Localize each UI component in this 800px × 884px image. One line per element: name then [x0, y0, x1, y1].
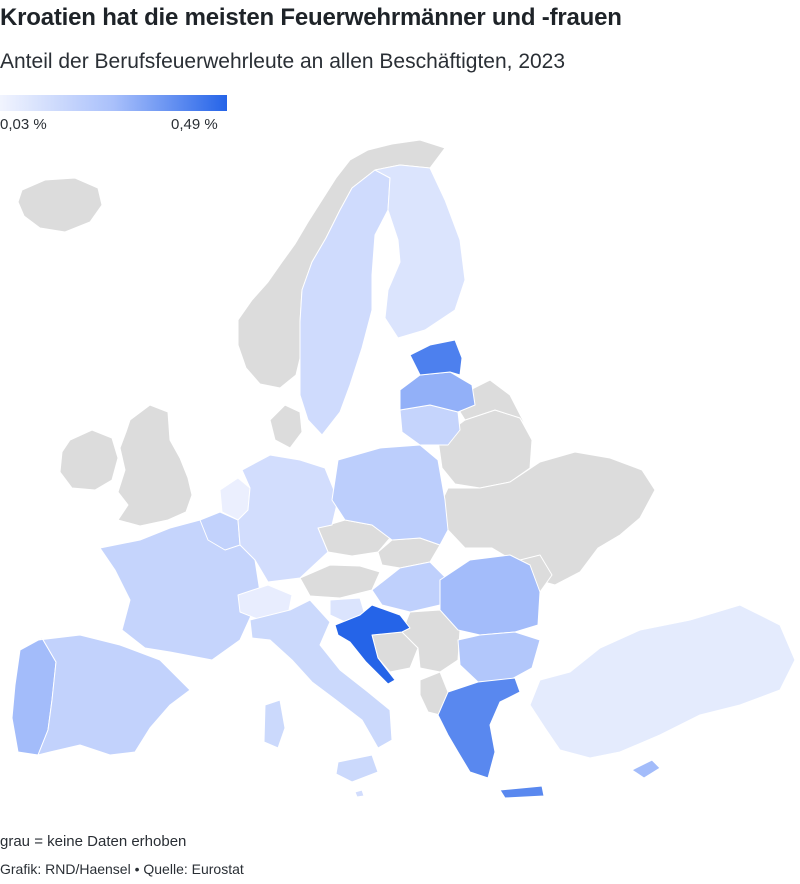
- region-UA: [439, 451, 656, 586]
- region-SE: [299, 169, 391, 436]
- region-HR: [334, 604, 411, 685]
- region-IT-Sicily: [335, 754, 379, 783]
- chart-title: Kroatien hat die meisten Feuerwehrmänner…: [0, 4, 622, 31]
- region-GR: [437, 677, 521, 779]
- region-IS: [17, 177, 103, 233]
- region-IT-Sardinia: [263, 699, 286, 749]
- region-DE: [237, 454, 339, 583]
- region-ES: [37, 634, 191, 756]
- source-credits: Grafik: RND/Haensel • Quelle: Eurostat: [0, 861, 244, 877]
- region-LT: [399, 404, 461, 446]
- region-FR: [99, 519, 261, 661]
- legend-min-label: 0,03 %: [0, 116, 47, 133]
- region-RO: [439, 554, 541, 636]
- region-AT: [299, 564, 381, 599]
- region-HU: [371, 561, 449, 613]
- region-IE: [59, 429, 119, 491]
- color-scale-bar: [0, 95, 227, 111]
- chart-subtitle: Anteil der Berufsfeuerwehrleute an allen…: [0, 50, 566, 73]
- region-GB: [117, 404, 193, 527]
- region-FI: [374, 164, 466, 339]
- region-IT: [249, 599, 393, 749]
- region-RU-N: [459, 379, 529, 431]
- region-EE: [409, 339, 463, 376]
- region-MT: [354, 789, 365, 798]
- region-BG: [457, 631, 541, 683]
- region-LV: [399, 371, 476, 413]
- region-TR: [529, 604, 796, 759]
- region-DK: [269, 404, 303, 449]
- europe-map: [11, 140, 796, 799]
- no-data-note: grau = keine Daten erhoben: [0, 833, 187, 850]
- region-CY: [631, 759, 661, 779]
- legend-max-label: 0,49 %: [171, 116, 218, 133]
- region-GR-Crete: [499, 785, 545, 799]
